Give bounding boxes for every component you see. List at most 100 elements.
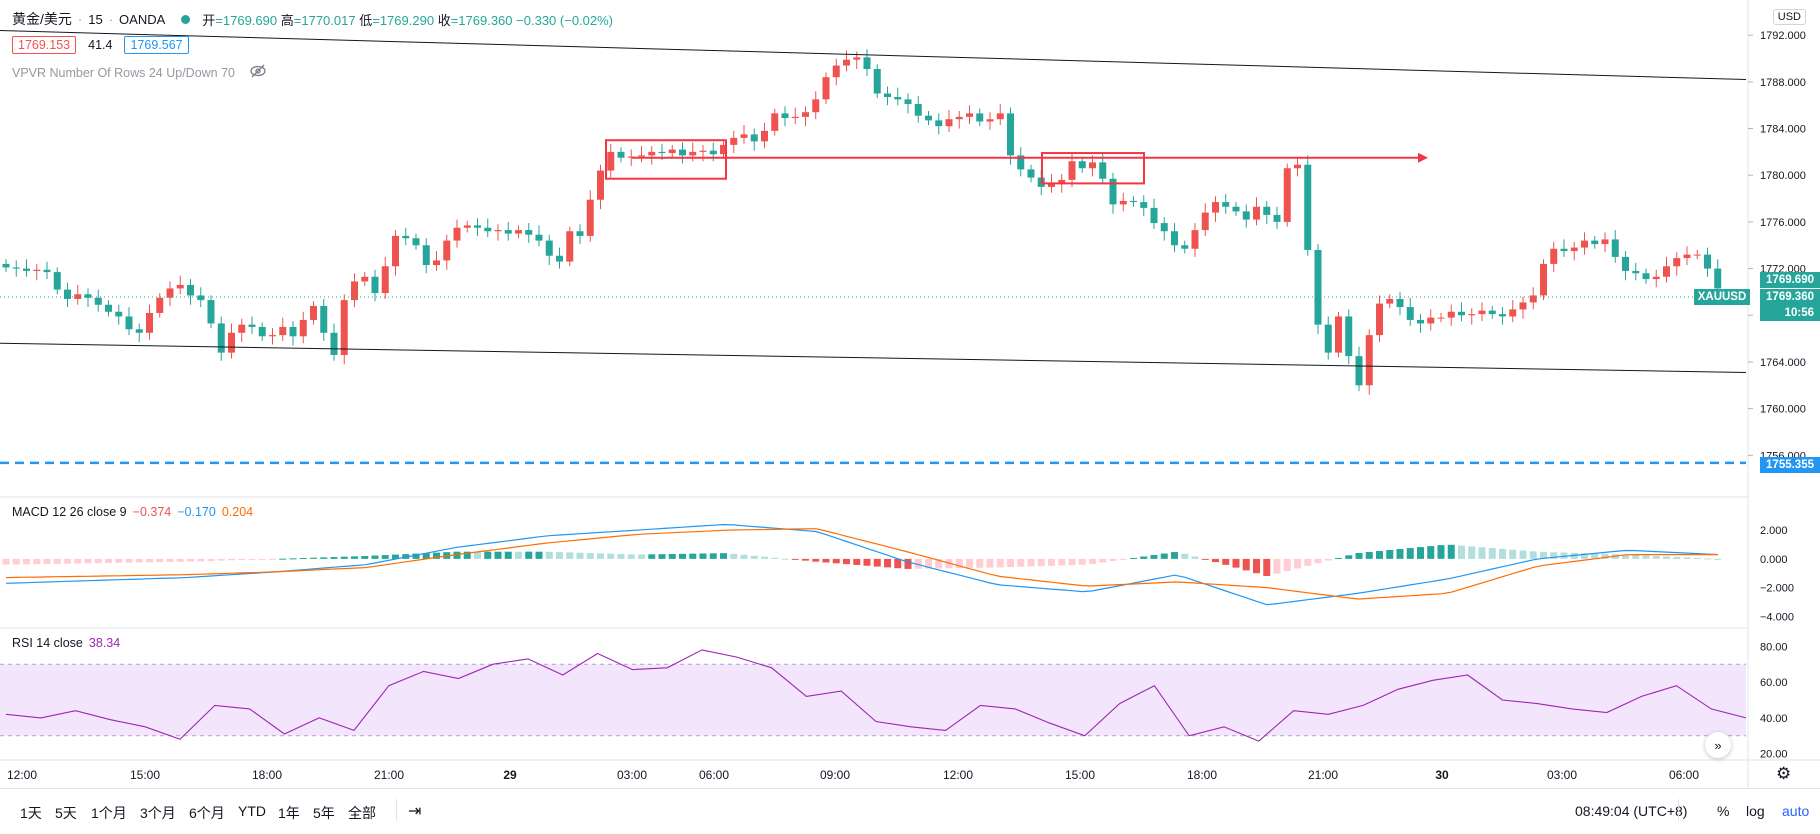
range-5y[interactable]: 5年 [313,805,335,821]
range-5d[interactable]: 5天 [55,805,77,821]
candle-body [361,276,369,282]
macd-label[interactable]: MACD 12 26 close 9 [12,505,127,519]
macd-hist-bar [166,558,174,563]
candle-body [453,227,461,241]
candle-body [914,104,922,116]
macd-hist-bar [1007,558,1014,568]
candle-body [402,235,410,239]
macd-tick-label: −4.000 [1760,611,1794,623]
candle-body [812,99,820,113]
macd-hist-bar [1140,556,1148,559]
candle-body [1683,254,1691,259]
rsi-label[interactable]: RSI 14 close [12,636,83,650]
candle-body [23,268,30,271]
candle-body [1468,314,1476,316]
candle-body [248,324,256,327]
chart-svg[interactable]: 1792.000 1788.000 1784.000 1780.000 1776.000… [0,0,1820,788]
macd-hist-bar [463,551,471,559]
candle-body [1058,179,1066,184]
clock[interactable]: 08:49:04 (UTC+8) [1575,803,1688,819]
candle-body [43,269,51,273]
candle-body [904,99,912,105]
macd-hist-bar [74,558,82,564]
macd-hist-bar [1417,547,1424,559]
candle-body [976,113,984,122]
macd-hist-bar [1663,556,1670,559]
percent-toggle[interactable]: % [1717,803,1730,819]
trend-line-lower [0,342,1747,373]
vpvr-indicator[interactable]: VPVR Number Of Rows 24 Up/Down 70 [12,64,267,81]
candle-body [371,276,379,294]
rsi-tick-label: 20.00 [1760,749,1788,761]
candle-body [791,116,799,119]
macd-hist-bar [884,558,891,568]
auto-toggle[interactable]: auto [1782,803,1810,819]
candle-body [1294,164,1301,169]
macd-hist-bar [853,558,861,565]
price-tick-label: 1784.000 [1760,124,1806,136]
macd-hist-bar [1089,558,1096,564]
macd-hist-bar [228,558,235,561]
macd-hist-bar [1683,557,1691,559]
candle-body [1519,302,1527,310]
macd-hist-bar [904,558,912,569]
candle-body [1160,223,1168,232]
close-label: 收 [437,12,451,28]
log-toggle[interactable]: log [1746,803,1765,819]
candle-body [638,155,645,157]
ask-price[interactable]: 1769.567 [124,36,189,54]
currency-label[interactable]: USD [1772,9,1806,25]
candle-body [955,116,963,120]
spread: 41.4 [88,38,113,52]
candle-body [53,272,61,290]
price-tick-label: 1760.000 [1760,404,1806,416]
macd-hist-bar [1048,558,1055,566]
macd-hist-bar [586,553,594,559]
candle-body [925,115,932,121]
candle-body [853,57,861,60]
gear-icon[interactable]: ⚙ [1776,764,1792,783]
double-chevron-right-icon: » [1714,737,1722,753]
range-3m[interactable]: 3个月 [140,805,176,821]
macd-hist-bar [525,551,533,559]
macd-hist-bar [1232,558,1240,568]
macd-hist-bar [412,553,420,559]
candle-body [330,332,338,355]
macd-hist-bar [709,553,717,559]
macd-hist-bar [1027,558,1035,567]
eye-hidden-icon[interactable] [249,64,267,81]
symbol-name[interactable]: 黄金/美元 [12,11,72,27]
candle-body [1560,248,1568,252]
macd-hist-bar [1345,555,1353,559]
candle-body [1673,258,1681,267]
candle-body [1171,231,1178,246]
macd-hist-bar [1714,558,1722,560]
candle-body [1704,254,1711,269]
scroll-to-realtime-button[interactable]: » [1705,732,1731,758]
candle-body [1437,317,1445,319]
macd-hist-bar [658,554,666,559]
candle-body [1068,161,1076,180]
range-all[interactable]: 全部 [348,805,376,821]
macd-hist-bar [1273,558,1281,574]
macd-hist-bar [679,553,686,559]
macd-hist-bar [1263,558,1271,576]
goto-date-icon[interactable]: ⇥ [408,803,422,820]
range-1y[interactable]: 1年 [278,805,300,821]
quote-row: 1769.153 41.4 1769.567 [12,36,189,54]
macd-hist-bar [1191,556,1199,559]
range-ytd[interactable]: YTD [238,803,266,819]
candle-body [1693,254,1701,256]
macd-hist-bar [638,554,645,559]
range-1d[interactable]: 1天 [20,805,42,821]
range-1m[interactable]: 1个月 [91,805,127,821]
range-6m[interactable]: 6个月 [189,805,225,821]
macd-hist-bar [1376,551,1383,559]
interval[interactable]: 15 [88,11,103,27]
time-tick-label: 30 [1435,768,1449,782]
bid-price[interactable]: 1769.153 [12,36,77,54]
candle-body [873,69,881,94]
macd-hist-bar [53,558,61,564]
macd-hist-bar [1529,551,1537,559]
